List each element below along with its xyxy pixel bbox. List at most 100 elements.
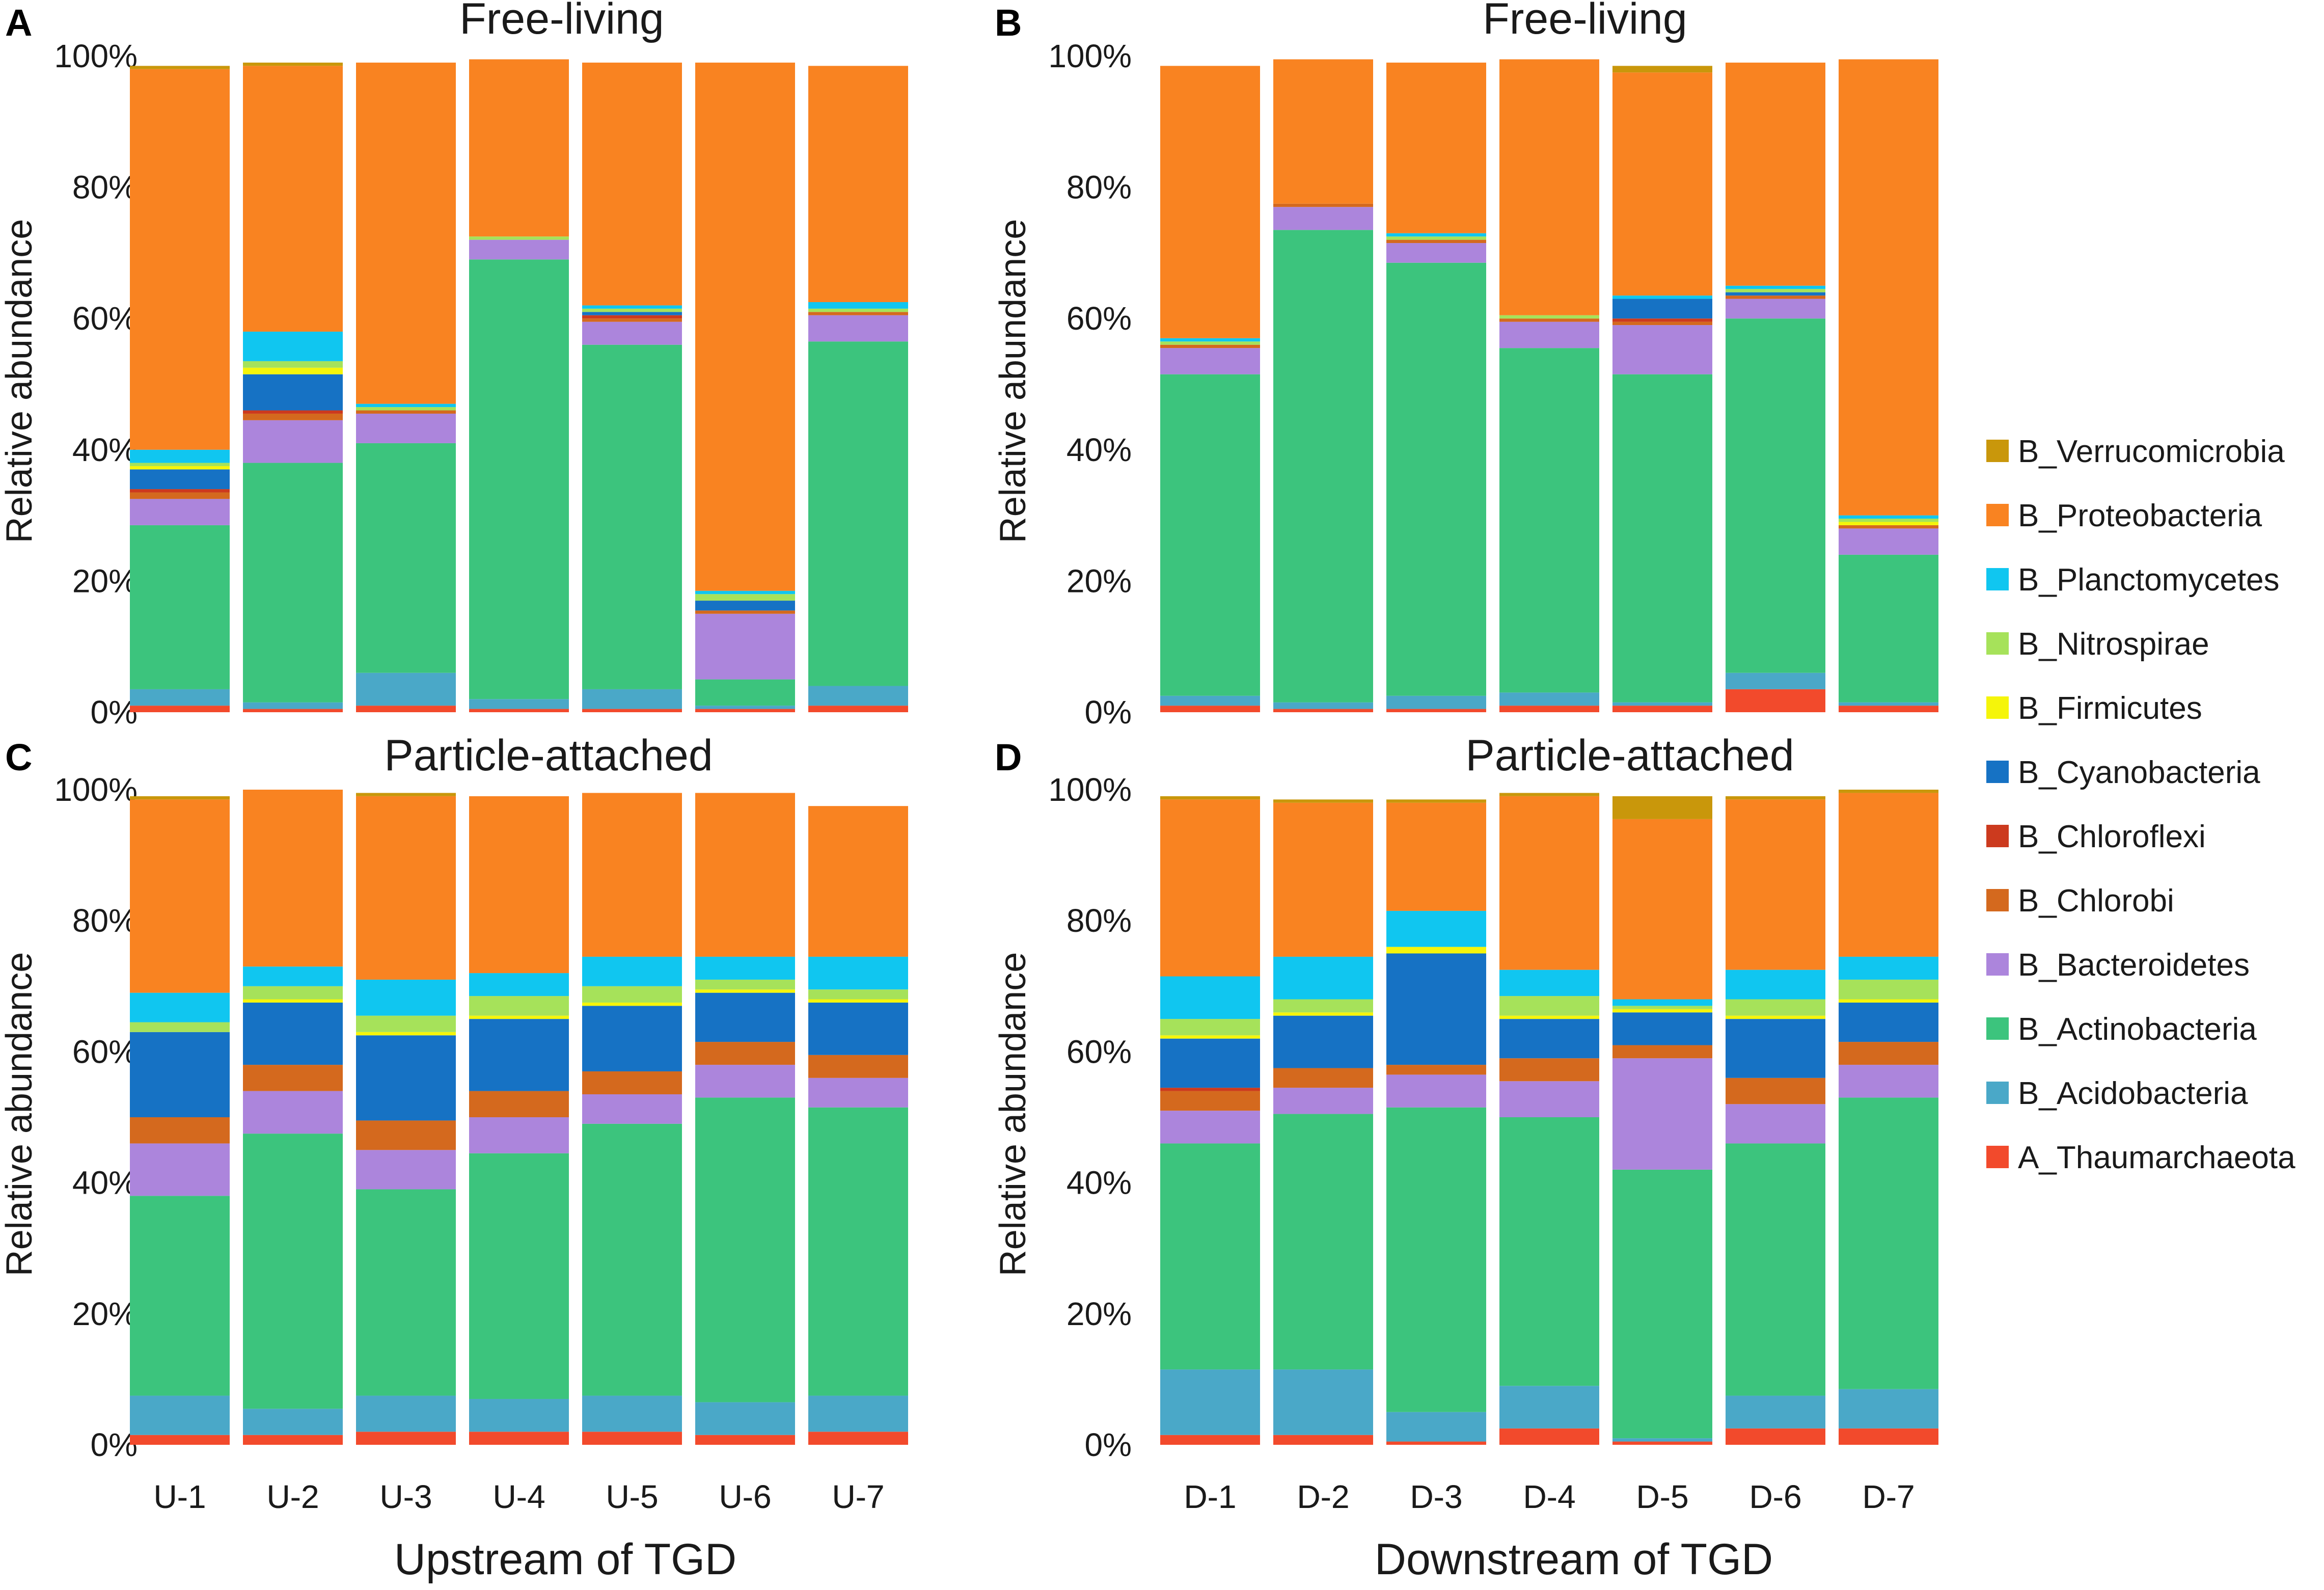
bar-segment-u-2-b-firmicutes [243, 367, 343, 374]
legend-item-b-firmicutes: B_Firmicutes [1986, 691, 2202, 726]
panel-a-x-tick-u-5: U-5 [606, 1478, 658, 1515]
bar-segment-d-6-b-nitrospirae [1726, 999, 1825, 1016]
bar-segment-d-6-b-bacteroidetes [1726, 299, 1825, 319]
panel-b-title: Free-living [1483, 0, 1687, 43]
bar-segment-u-5-b-chlorobi [582, 1071, 682, 1094]
bar-segment-u-7-b-chlorobi [808, 1055, 908, 1078]
panel-a: A Free-living Relative abundance 0% 20% 40… [0, 0, 908, 1515]
bar-segment-u-4-b-actinobacteria [469, 259, 569, 699]
bar-segment-d-6-b-cyanobacteria [1726, 292, 1825, 296]
bar-segment-d-4-a-thaumarchaeota [1499, 706, 1599, 712]
legend-label-b-actinobacteria: B_Actinobacteria [2018, 1012, 2257, 1047]
bar-segment-d-7-b-chlorobi [1839, 525, 1938, 529]
bar-segment-u-3-b-bacteroidetes [356, 1150, 456, 1190]
panel-a-bar-u-4 [469, 59, 569, 712]
panel-d-bar-d-4 [1499, 793, 1599, 1445]
bar-segment-u-5-b-nitrospirae [582, 308, 682, 312]
panel-d-x-tick-d-7: D-7 [1862, 1478, 1915, 1515]
bar-segment-d-7-b-actinobacteria [1839, 554, 1938, 703]
legend-item-b-bacteroidetes: B_Bacteroidetes [1986, 948, 2250, 983]
bar-segment-u-3-b-chlorobi [356, 1120, 456, 1150]
bar-segment-u-7-b-firmicutes [808, 999, 908, 1003]
bar-segment-d-3-a-thaumarchaeota [1386, 709, 1486, 712]
bar-segment-u-1-b-verrucomicrobia [130, 796, 230, 800]
legend-swatch-b-acidobacteria [1986, 1082, 2009, 1104]
panel-d-bar-d-1 [1160, 796, 1260, 1445]
bar-segment-u-6-b-bacteroidetes [695, 613, 795, 680]
bar-segment-u-4-b-nitrospirae [469, 996, 569, 1016]
bar-segment-d-3-b-bacteroidetes [1386, 243, 1486, 263]
bar-segment-d-2-a-thaumarchaeota [1273, 1435, 1373, 1445]
panel-b-y-tick-2: 40% [1067, 432, 1132, 468]
bar-segment-d-4-b-bacteroidetes [1499, 1081, 1599, 1117]
bar-segment-u-4-a-thaumarchaeota [469, 1432, 569, 1445]
panel-b: B Free-living Relative abundance 0% 20% 40… [993, 0, 1938, 1515]
panel-c-x-tick-u-3: U-3 [379, 1478, 432, 1515]
bar-segment-d-2-b-bacteroidetes [1273, 1088, 1373, 1114]
bar-segment-d-4-a-thaumarchaeota [1499, 1428, 1599, 1445]
panel-c-x-tick-u-6: U-6 [719, 1478, 771, 1515]
panel-d-y-tick-1: 20% [1067, 1296, 1132, 1332]
bar-segment-d-6-b-chlorobi [1726, 295, 1825, 299]
bar-segment-u-5-b-cyanobacteria [582, 312, 682, 315]
bar-segment-u-6-a-thaumarchaeota [695, 709, 795, 712]
bar-segment-u-1-b-planctomycetes [130, 449, 230, 463]
panel-b-x-tick-d-3: D-3 [1410, 1478, 1462, 1515]
legend-item-b-actinobacteria: B_Actinobacteria [1986, 1012, 2257, 1047]
bar-segment-d-4-b-actinobacteria [1499, 1117, 1599, 1386]
bar-segment-d-3-b-proteobacteria [1386, 62, 1486, 233]
bar-segment-u-2-b-actinobacteria [243, 463, 343, 703]
bar-segment-u-3-b-acidobacteria [356, 672, 456, 706]
panel-c-y-tick-1: 20% [72, 1296, 138, 1332]
bar-segment-d-1-b-acidobacteria [1160, 695, 1260, 706]
bar-segment-d-2-b-cyanobacteria [1273, 1015, 1373, 1068]
bar-segment-d-4-b-chlorobi [1499, 318, 1599, 322]
bar-segment-d-6-b-firmicutes [1726, 1015, 1825, 1019]
bar-segment-u-7-b-actinobacteria [808, 1107, 908, 1396]
bar-segment-d-7-b-cyanobacteria [1839, 1002, 1938, 1042]
panel-c-title: Particle-attached [384, 731, 713, 780]
legend-swatch-b-firmicutes [1986, 696, 2009, 719]
panel-a-x-tick-u-6: U-6 [719, 1478, 771, 1515]
bar-segment-u-1-b-proteobacteria [130, 69, 230, 450]
bar-segment-u-6-b-actinobacteria [695, 679, 795, 706]
bar-segment-u-3-b-actinobacteria [356, 443, 456, 673]
bar-segment-u-5-b-actinobacteria [582, 1123, 682, 1396]
bar-segment-d-3-b-acidobacteria [1386, 1412, 1486, 1442]
bar-segment-u-6-b-bacteroidetes [695, 1065, 795, 1098]
legend-label-b-nitrospirae: B_Nitrospirae [2018, 627, 2209, 662]
bar-segment-u-4-b-bacteroidetes [469, 239, 569, 260]
bar-segment-d-5-b-acidobacteria [1612, 1438, 1712, 1442]
legend-item-b-acidobacteria: B_Acidobacteria [1986, 1076, 2248, 1111]
bar-segment-d-2-b-chlorobi [1273, 203, 1373, 207]
panel-a-y-tick-0: 0% [91, 694, 138, 731]
bar-segment-u-6-b-firmicutes [695, 989, 795, 993]
legend-swatch-b-actinobacteria [1986, 1017, 2009, 1040]
bar-segment-u-6-b-cyanobacteria [695, 992, 795, 1042]
panel-d-bar-d-3 [1386, 799, 1486, 1445]
panel-c-bar-u-2 [243, 790, 343, 1445]
bar-segment-u-6-b-actinobacteria [695, 1097, 795, 1403]
panel-a-bar-u-1 [130, 66, 230, 712]
bar-segment-u-3-b-nitrospirae [356, 407, 456, 411]
bar-segment-u-1-a-thaumarchaeota [130, 1435, 230, 1445]
bar-segment-u-4-b-acidobacteria [469, 1398, 569, 1432]
panel-a-x-tick-u-4: U-4 [493, 1478, 545, 1515]
legend-item-b-chloroflexi: B_Chloroflexi [1986, 819, 2206, 854]
bar-segment-u-2-b-verrucomicrobia [243, 62, 343, 66]
bar-segment-u-4-b-cyanobacteria [469, 1019, 569, 1091]
bar-segment-d-3-b-bacteroidetes [1386, 1074, 1486, 1108]
bar-segment-u-2-b-cyanobacteria [243, 1002, 343, 1065]
legend-label-b-acidobacteria: B_Acidobacteria [2018, 1076, 2248, 1111]
bar-segment-d-1-a-thaumarchaeota [1160, 1435, 1260, 1445]
bar-segment-d-1-b-bacteroidetes [1160, 1111, 1260, 1144]
panel-a-x-tick-u-2: U-2 [266, 1478, 319, 1515]
bar-segment-u-1-b-chlorobi [130, 492, 230, 499]
panel-c-x-axis-label: Upstream of TGD [394, 1535, 736, 1584]
bar-segment-u-7-b-actinobacteria [808, 341, 908, 686]
panel-letter-a: A [5, 2, 32, 44]
bar-segment-d-7-b-bacteroidetes [1839, 528, 1938, 555]
bar-segment-d-7-b-acidobacteria [1839, 702, 1938, 706]
bar-segment-u-7-b-planctomycetes [808, 956, 908, 990]
bar-segment-d-1-b-verrucomicrobia [1160, 796, 1260, 800]
